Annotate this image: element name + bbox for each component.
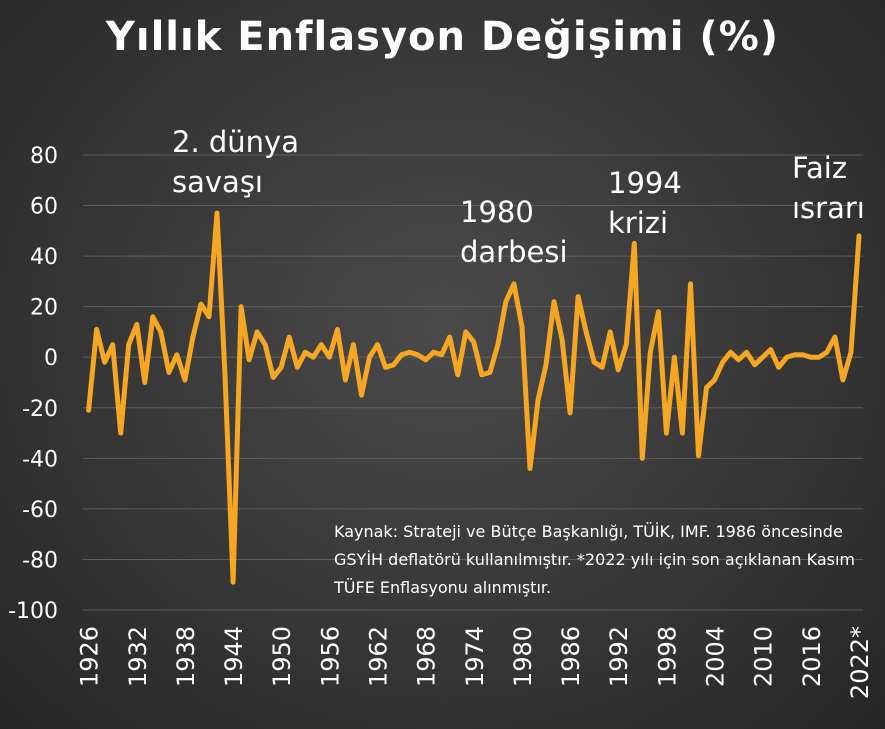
y-tick-label: 60	[30, 195, 58, 220]
x-tick-label: 1950	[268, 626, 296, 687]
annotation-label: Faiz ısrarı	[792, 151, 865, 225]
x-tick-label: 2016	[798, 626, 826, 687]
x-tick-label: 1980	[509, 626, 537, 687]
annotation-label: 2. dünya savaşı	[172, 125, 299, 199]
y-tick-label: 80	[30, 144, 58, 169]
x-tick-label: 1962	[365, 626, 393, 687]
x-axis: 1926 1932 1938 1944 1950 1956 1962 1968 1974 1980…	[76, 626, 874, 699]
y-tick-label: -60	[22, 498, 58, 523]
x-tick-label: 1998	[653, 626, 681, 687]
x-tick-label: 1956	[316, 626, 344, 687]
x-tick-label: 2022*	[846, 626, 874, 699]
x-tick-label: 1974	[461, 626, 489, 687]
y-tick-label: -80	[22, 548, 58, 573]
y-tick-label: -40	[22, 447, 58, 472]
y-tick-label: 40	[30, 245, 58, 270]
x-tick-label: 1932	[124, 626, 152, 687]
x-tick-label: 2010	[750, 626, 778, 687]
x-tick-label: 1968	[413, 626, 441, 687]
annotations: 2. dünya savaşı 1980 darbesi 1994 krizi Faiz ıs…	[172, 125, 865, 269]
y-tick-label: 0	[44, 346, 58, 371]
x-tick-label: 1986	[557, 626, 585, 687]
x-tick-label: 2004	[702, 626, 730, 687]
x-tick-label: 1926	[76, 626, 104, 687]
series-layer	[86, 210, 862, 585]
source-note: Kaynak: Strateji ve Bütçe Başkanlığı, TÜ…	[334, 522, 855, 597]
x-tick-label: 1938	[172, 626, 200, 687]
y-tick-label: -20	[22, 397, 58, 422]
annotation-label: 1994 krizi	[608, 166, 682, 240]
x-tick-label: 1992	[605, 626, 633, 687]
chart-title: Yıllık Enflasyon Değişimi (%)	[105, 14, 780, 60]
y-axis: 80 60 40 20 0 -20 -40 -60 -80 -100	[8, 144, 58, 624]
annotation-label: 1980 darbesi	[460, 195, 568, 269]
y-tick-label: 20	[30, 296, 58, 321]
x-tick-label: 1944	[220, 626, 248, 687]
y-tick-label: -100	[8, 599, 58, 624]
